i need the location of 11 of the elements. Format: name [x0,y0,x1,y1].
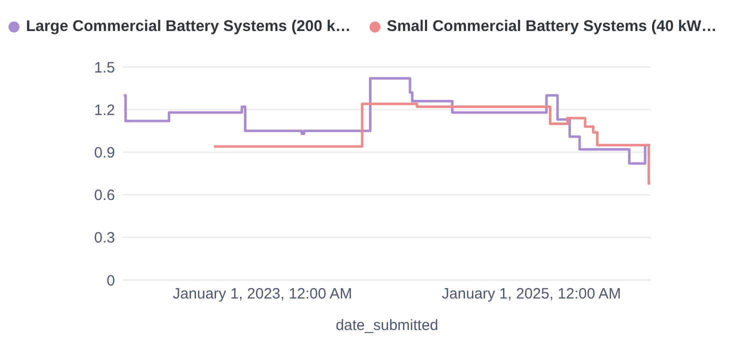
y-tick-label: 0.6 [94,187,115,204]
legend-label: Small Commercial Battery Systems (40 kW… [386,18,717,36]
x-tick-label: January 1, 2025, 12:00 AM [442,286,622,303]
x-axis-title: date_submitted [336,317,438,334]
y-tick-label: 0 [106,272,115,290]
y-tick-label: 0.3 [94,230,115,247]
legend-label: Large Commercial Battery Systems (200 k… [26,18,351,36]
y-tick-label: 1.2 [94,102,115,119]
y-tick-label: 1.5 [94,59,115,76]
y-tick-label: 0.9 [94,144,115,162]
x-tick-label: January 1, 2023, 12:00 AM [172,286,352,303]
